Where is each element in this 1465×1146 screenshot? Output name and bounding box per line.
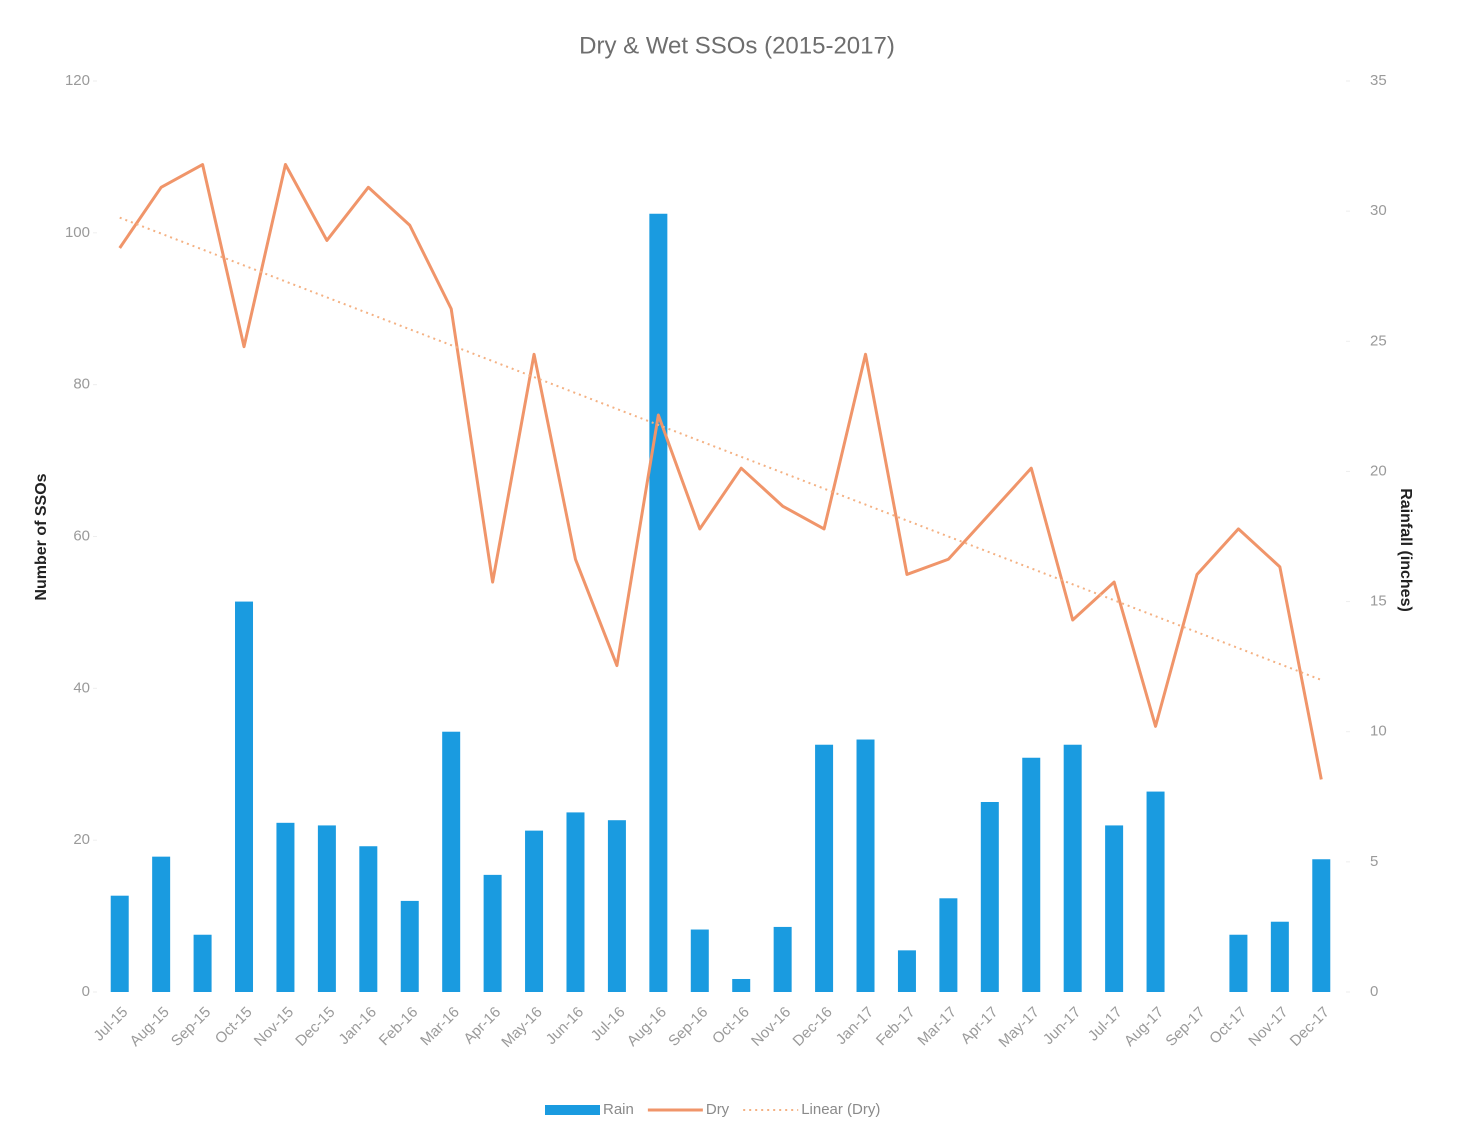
chart-title: Dry & Wet SSOs (2015-2017): [579, 32, 895, 59]
legend: Rain Dry Linear (Dry): [545, 1101, 880, 1118]
bar: [566, 812, 585, 992]
bar: [276, 822, 295, 992]
bar: [359, 846, 378, 992]
x-tick-label: Mar-17: [914, 1004, 960, 1050]
x-tick-label: Nov-17: [1245, 1004, 1291, 1050]
y2-tick-label: 25: [1370, 332, 1387, 349]
bar: [939, 898, 958, 992]
x-tick-label: Nov-15: [251, 1004, 297, 1050]
y2-tick-label: 35: [1370, 72, 1387, 89]
y-axis-title: Number of SSOs: [33, 473, 50, 600]
x-tick-label: May-17: [995, 1004, 1042, 1051]
bar: [1022, 757, 1041, 992]
trend-line: [119, 216, 1322, 681]
x-tick-label: Jan-17: [833, 1004, 877, 1048]
bar: [773, 926, 792, 992]
y2-tick-label: 5: [1370, 853, 1378, 870]
x-tick-label: Jul-16: [588, 1004, 629, 1045]
bar: [897, 950, 916, 992]
bar: [110, 895, 129, 992]
bar: [1105, 825, 1124, 992]
y2-tick-label: 30: [1370, 202, 1387, 219]
x-tick-label: Jan-16: [335, 1004, 379, 1048]
x-tick-label: Jun-17: [1040, 1004, 1084, 1048]
bar: [1312, 859, 1331, 992]
x-tick-label: Jun-16: [543, 1004, 587, 1048]
x-tick-label: Sep-17: [1162, 1004, 1208, 1050]
y2-tick-label: 15: [1370, 593, 1387, 610]
bar: [980, 801, 999, 992]
x-tick-label: May-16: [498, 1004, 545, 1051]
bar: [525, 830, 544, 992]
y2-tick-label: 10: [1370, 723, 1387, 740]
x-tick-label: Mar-16: [417, 1004, 463, 1050]
x-tick-label: Dec-16: [790, 1004, 836, 1050]
bar: [442, 731, 461, 992]
x-tick-label: Aug-17: [1121, 1004, 1167, 1050]
y-tick-label: 80: [73, 376, 90, 393]
x-tick-label: Jul-15: [90, 1004, 131, 1045]
x-tick-label: Apr-16: [460, 1004, 504, 1048]
x-tick-label: Jul-17: [1085, 1004, 1126, 1045]
x-tick-label: Sep-16: [665, 1004, 711, 1050]
x-tick-label: Oct-15: [212, 1004, 256, 1048]
bar: [1270, 921, 1289, 992]
x-tick-label: Sep-15: [168, 1004, 214, 1050]
bar: [483, 874, 502, 992]
bar: [732, 978, 751, 992]
x-tick-label: Feb-17: [873, 1004, 919, 1050]
y-tick-label: 0: [82, 983, 90, 1000]
x-tick-label: Aug-16: [624, 1004, 670, 1050]
x-tick-label: Dec-17: [1287, 1004, 1333, 1050]
legend-label: Rain: [603, 1101, 634, 1118]
x-tick-label: Oct-16: [709, 1004, 753, 1048]
bar: [1146, 791, 1165, 992]
x-tick-label: Nov-16: [748, 1004, 794, 1050]
y-tick-label: 60: [73, 527, 90, 544]
bar: [649, 213, 668, 992]
bar: [690, 929, 709, 992]
x-tick-label: Dec-15: [292, 1004, 338, 1050]
legend-swatch: [545, 1105, 600, 1115]
x-tick-label: Oct-17: [1206, 1004, 1250, 1048]
line: [118, 163, 1323, 780]
bar: [193, 934, 212, 992]
bar: [607, 820, 626, 992]
legend-label: Dry: [706, 1101, 730, 1118]
bar: [1063, 744, 1082, 992]
y2-tick-label: 0: [1370, 983, 1378, 1000]
y-tick-label: 100: [65, 224, 90, 241]
x-tick-label: Feb-16: [376, 1004, 422, 1050]
bar: [856, 739, 875, 992]
bar: [1229, 934, 1248, 992]
bar: [317, 825, 336, 992]
y-tick-label: 20: [73, 831, 90, 848]
y2-tick-label: 20: [1370, 462, 1387, 479]
y-tick-label: 120: [65, 72, 90, 89]
bar: [400, 900, 419, 992]
y2-axis-title: Rainfall (inches): [1397, 488, 1414, 612]
bar: [815, 744, 834, 992]
bar: [152, 856, 171, 992]
y-tick-label: 40: [73, 679, 90, 696]
x-tick-label: Apr-17: [958, 1004, 1002, 1048]
legend-label: Linear (Dry): [801, 1101, 880, 1118]
bar: [235, 601, 254, 992]
x-tick-label: Aug-15: [127, 1004, 173, 1050]
